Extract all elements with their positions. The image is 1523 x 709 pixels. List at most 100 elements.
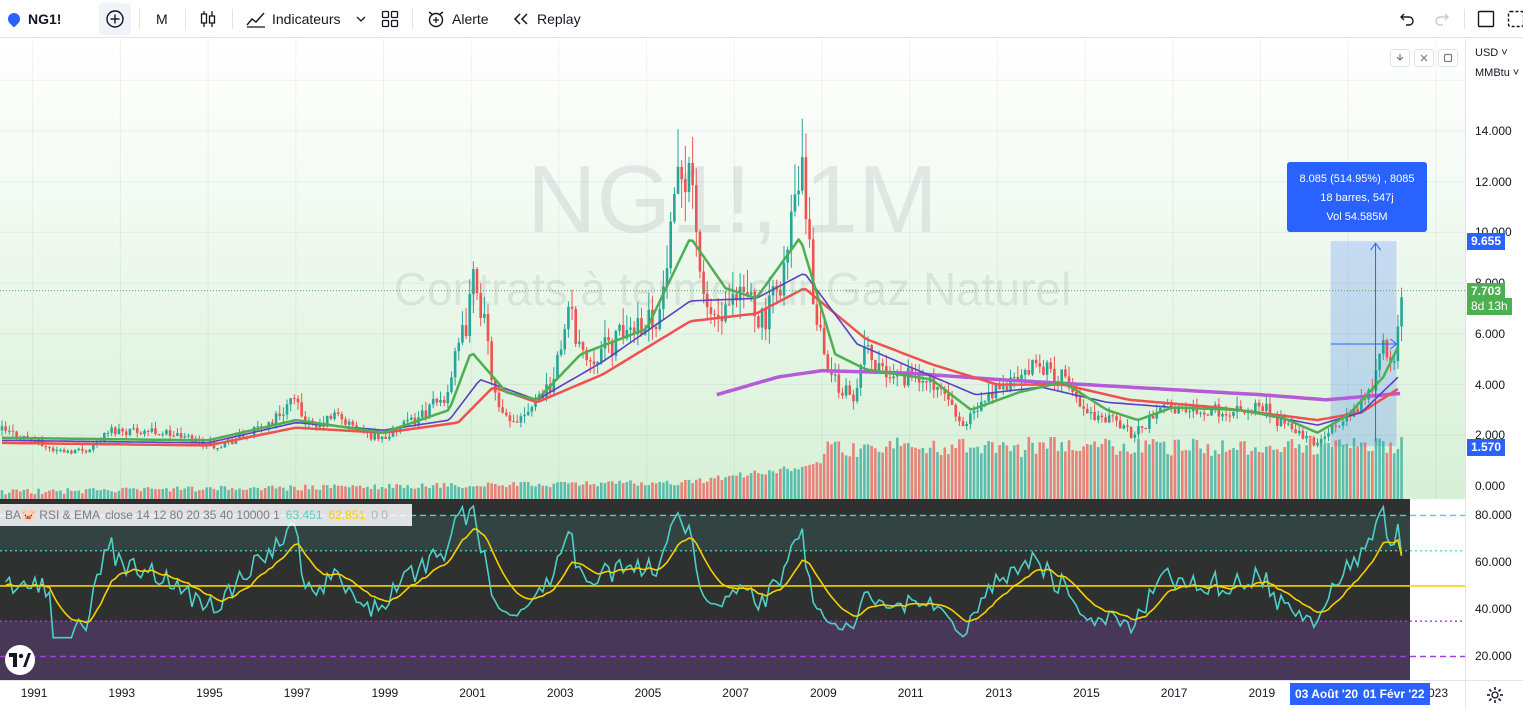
- symbol-search[interactable]: NG1!: [5, 0, 61, 38]
- candle-body: [154, 428, 157, 435]
- replay-button[interactable]: Replay: [512, 0, 581, 38]
- tradingview-logo[interactable]: [5, 645, 35, 675]
- unit-selector[interactable]: MMBtu ˅: [1475, 67, 1520, 79]
- volume-bar: [1389, 442, 1392, 499]
- volume-bar: [1060, 442, 1064, 499]
- price-scale[interactable]: USD ˅ MMBtu ˅: [1465, 39, 1523, 680]
- price-chart-svg[interactable]: [0, 39, 1465, 499]
- indicators-dropdown[interactable]: [356, 0, 366, 38]
- volume-bar: [994, 452, 998, 499]
- compare-add-button[interactable]: [99, 3, 131, 35]
- volume-bar: [128, 488, 132, 499]
- candle-body: [658, 308, 662, 329]
- time-tick-label: 2015: [1073, 686, 1100, 700]
- volume-bar: [636, 485, 640, 499]
- candle-body: [402, 421, 406, 428]
- candle-body: [746, 292, 749, 295]
- candle-body: [581, 341, 585, 350]
- volume-bar: [830, 444, 833, 499]
- chart-type-button[interactable]: [199, 0, 217, 38]
- candle-body: [300, 402, 303, 417]
- candle-body: [457, 342, 461, 352]
- volume-bar: [1111, 446, 1115, 499]
- volume-bar: [936, 452, 939, 499]
- candle-body: [1378, 354, 1381, 371]
- volume-bar: [461, 488, 464, 499]
- candle-body: [336, 412, 340, 415]
- time-tick-label: 2011: [897, 686, 924, 700]
- candle-body: [720, 317, 724, 322]
- indicators-button[interactable]: Indicateurs: [246, 0, 340, 38]
- alert-button[interactable]: Alerte: [426, 0, 489, 38]
- currency-selector[interactable]: USD ˅: [1475, 47, 1508, 59]
- volume-bar: [961, 438, 965, 499]
- candle-body: [289, 398, 292, 405]
- volume-bar: [921, 447, 925, 499]
- volume-bar: [826, 441, 830, 499]
- candle-body: [468, 294, 472, 337]
- candle-body: [77, 448, 81, 451]
- candle-body: [1100, 415, 1104, 418]
- collapse-pane-button[interactable]: [1414, 49, 1434, 67]
- candle-body: [673, 193, 676, 222]
- interval-button[interactable]: M: [156, 0, 168, 38]
- rsi-legend[interactable]: BA🐷 RSI & EMA close 14 12 80 20 35 40 10…: [0, 504, 412, 526]
- undo-button[interactable]: [1397, 0, 1415, 38]
- volume-bar: [271, 485, 274, 499]
- volume-bar: [1155, 441, 1159, 499]
- candle-body: [278, 413, 282, 416]
- candle-body: [983, 401, 987, 403]
- volume-bar: [1352, 437, 1356, 499]
- volume-bar: [201, 489, 205, 499]
- volume-bar: [651, 482, 654, 499]
- maximize-pane-button[interactable]: [1438, 49, 1458, 67]
- volume-bar: [121, 487, 124, 499]
- candle-body: [1078, 397, 1082, 407]
- volume-bar: [508, 484, 512, 499]
- rsi-chart-svg[interactable]: [0, 499, 1465, 680]
- volume-bar: [731, 475, 735, 499]
- volume-bar: [208, 487, 212, 499]
- settings-button[interactable]: [1465, 680, 1523, 709]
- volume-bar: [84, 489, 88, 499]
- volume-bar: [906, 443, 910, 499]
- main-price-pane[interactable]: [0, 39, 1465, 499]
- volume-bar: [1338, 439, 1341, 499]
- snapshot-button[interactable]: [1507, 0, 1523, 38]
- volume-bar: [179, 490, 183, 499]
- time-scale[interactable]: [0, 680, 1465, 709]
- maximize-icon: [1443, 53, 1453, 63]
- volume-bar: [132, 488, 135, 499]
- candle-body: [1392, 361, 1396, 363]
- volume-bar: [369, 488, 373, 499]
- volume-bar: [263, 488, 267, 499]
- candle-body: [84, 450, 88, 453]
- candle-body: [1122, 425, 1126, 429]
- volume-bar: [1177, 439, 1180, 499]
- fullscreen-button[interactable]: [1477, 0, 1495, 38]
- volume-bar: [1180, 450, 1184, 499]
- volume-bar: [1082, 446, 1085, 499]
- layouts-button[interactable]: [381, 0, 399, 38]
- volume-bar: [106, 490, 110, 499]
- volume-bar: [1173, 439, 1177, 499]
- volume-bar: [844, 455, 848, 499]
- candle-body: [629, 327, 632, 330]
- volume-bar: [610, 481, 614, 499]
- volume-bar: [1016, 444, 1020, 499]
- range-start-date: 03 Août '20: [1290, 683, 1364, 705]
- candle-body: [1239, 406, 1243, 412]
- candle-body: [110, 427, 113, 433]
- redo-button[interactable]: [1434, 0, 1452, 38]
- volume-bar: [55, 491, 59, 499]
- candle-body: [567, 306, 570, 330]
- candle-body: [409, 417, 413, 420]
- volume-bar: [187, 486, 190, 499]
- scroll-down-button[interactable]: [1390, 49, 1410, 67]
- candle-body: [815, 304, 819, 325]
- candle-body: [702, 271, 705, 294]
- rsi-pane[interactable]: [0, 499, 1465, 680]
- candle-body: [1308, 436, 1312, 438]
- volume-bar: [837, 441, 841, 499]
- candle-body: [1042, 366, 1045, 375]
